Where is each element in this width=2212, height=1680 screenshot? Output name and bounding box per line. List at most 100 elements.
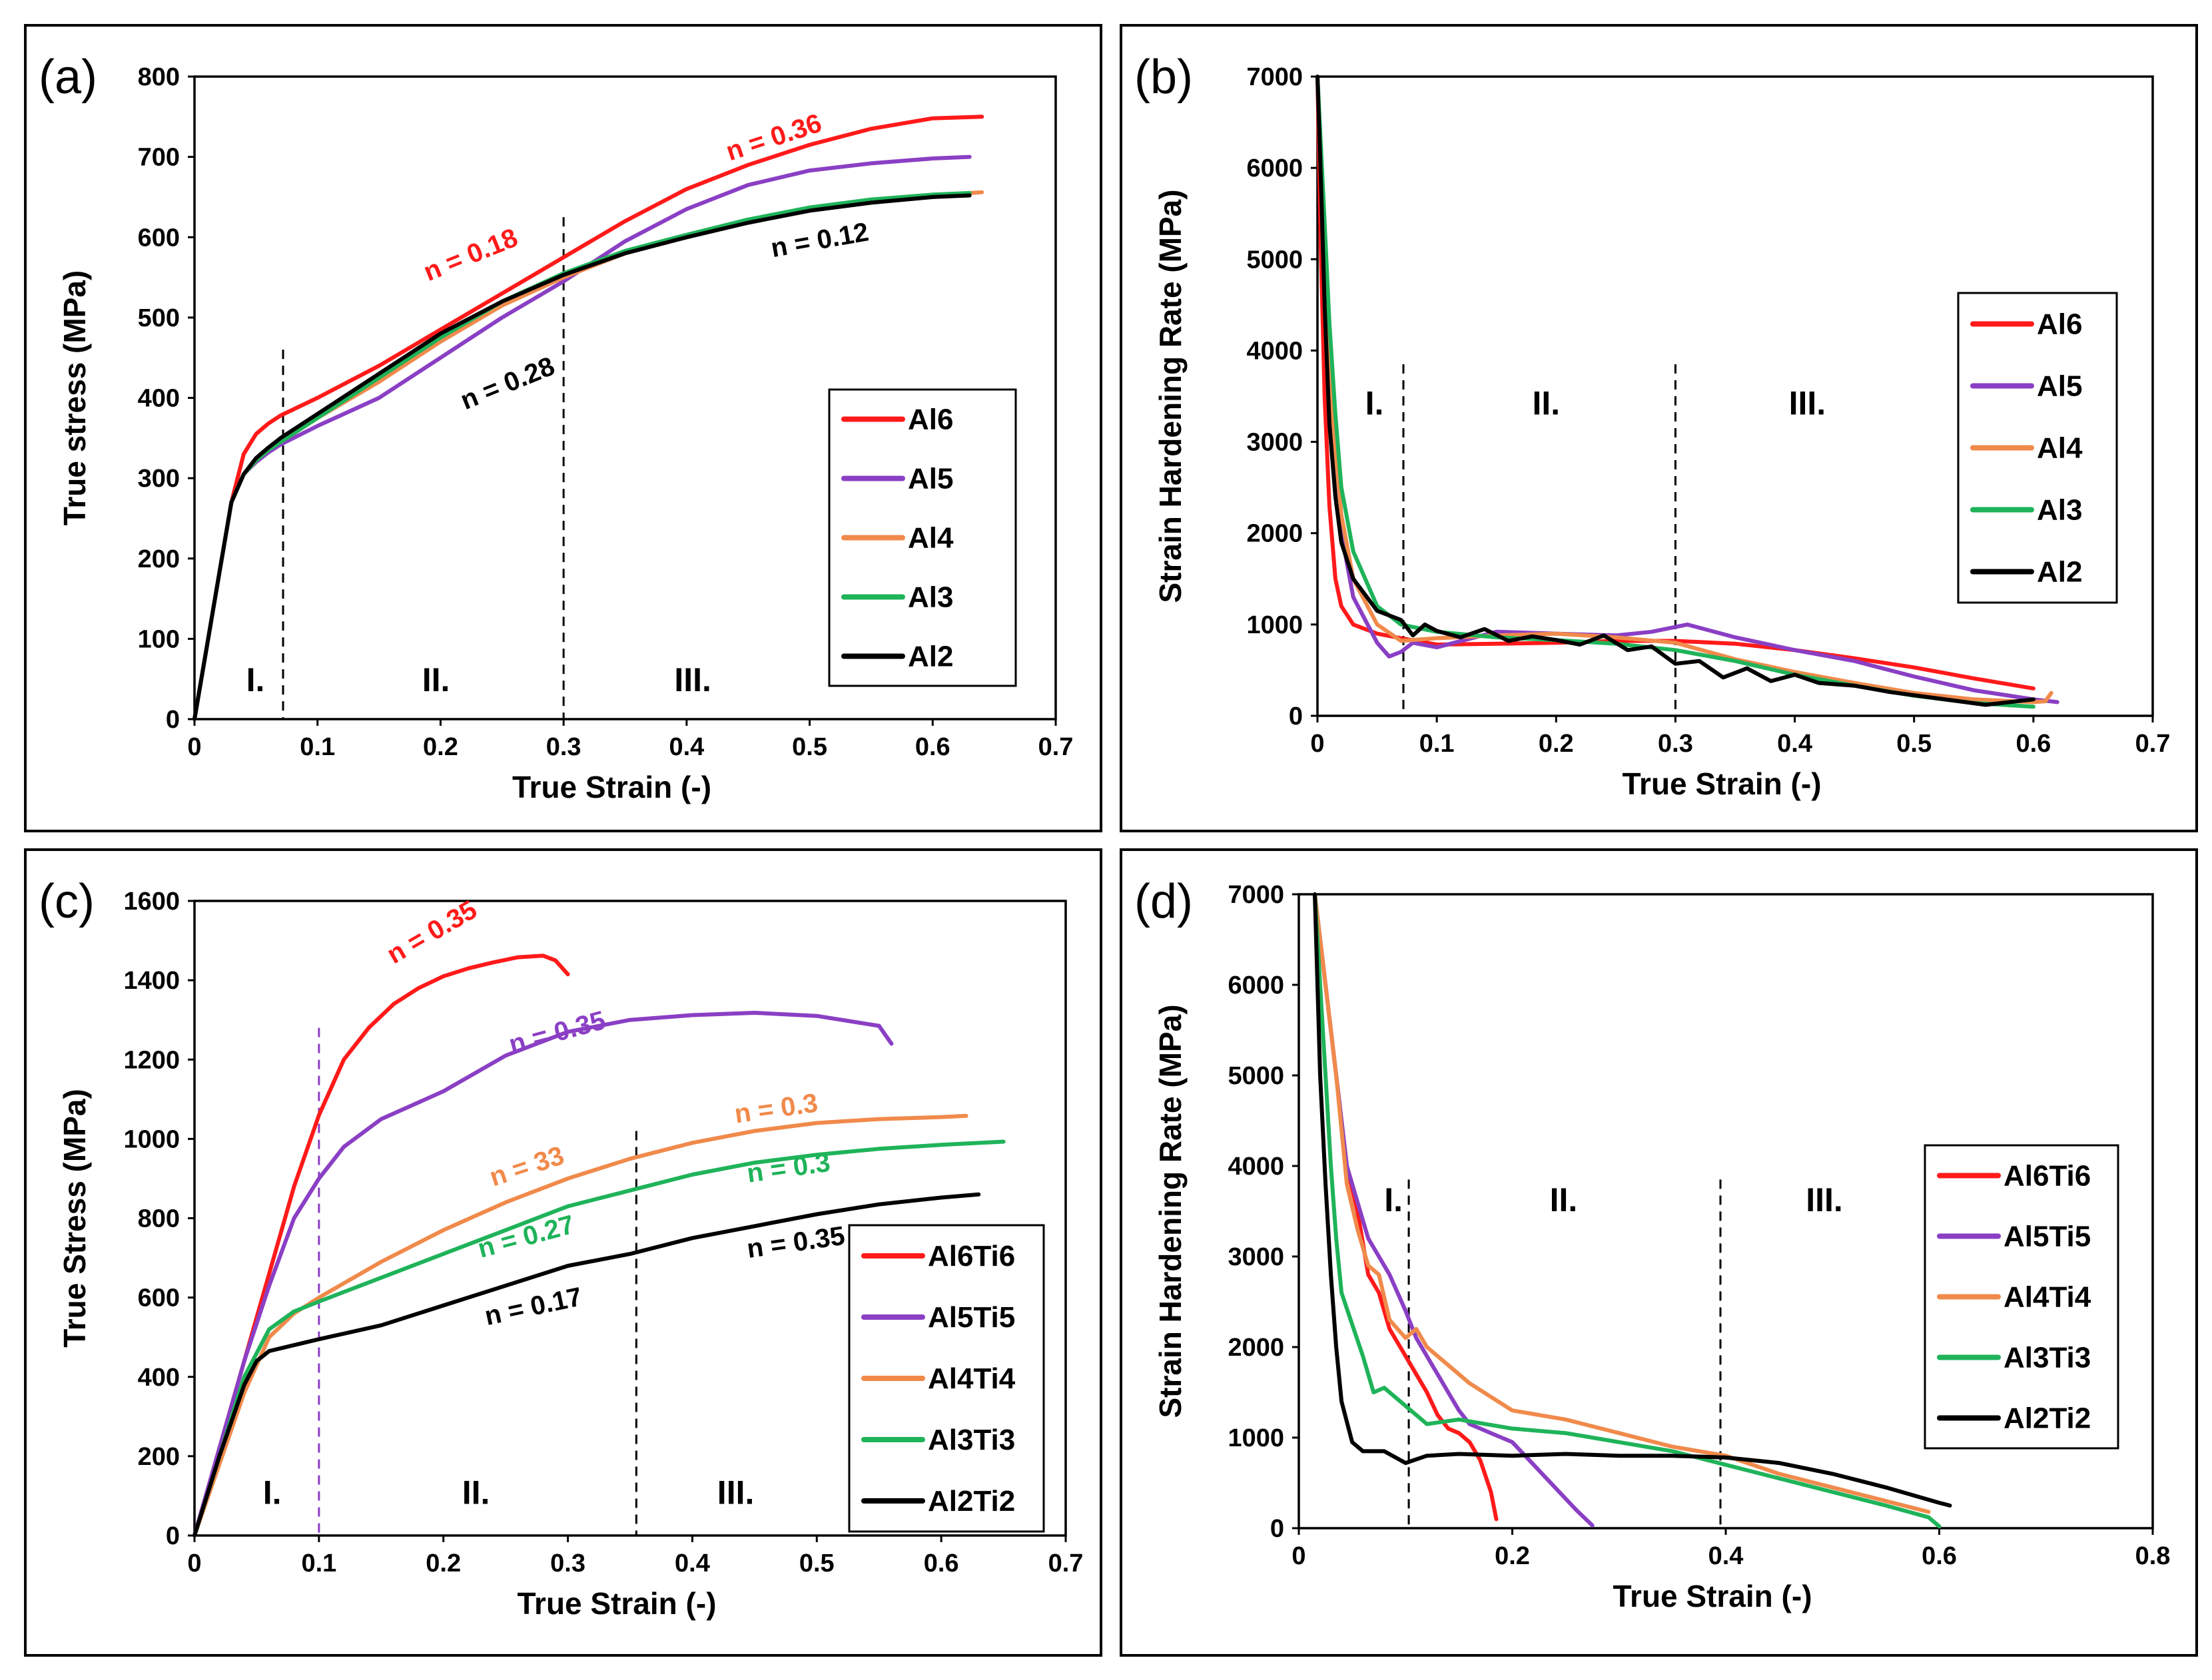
x-axis-title: True Strain (-) <box>512 770 711 804</box>
y-tick-label: 800 <box>138 63 180 91</box>
legend-label: Al2Ti2 <box>928 1485 1015 1518</box>
x-tick-label: 0.2 <box>1495 1542 1530 1570</box>
y-tick-label: 600 <box>138 1284 180 1312</box>
x-axis-title: True Strain (-) <box>1622 766 1821 801</box>
x-tick-label: 0.5 <box>799 1549 835 1577</box>
plot-area <box>1316 75 2154 717</box>
legend-label: Al6 <box>908 404 953 436</box>
legend-box <box>828 388 1017 687</box>
legend-label: Al6Ti6 <box>928 1240 1015 1272</box>
y-tick-label: 400 <box>138 385 180 413</box>
x-tick-label: 0.7 <box>2135 730 2171 758</box>
y-tick-label: 1000 <box>123 1125 180 1153</box>
legend-label: Al3Ti3 <box>2004 1342 2091 1374</box>
y-tick-label: 700 <box>138 144 180 172</box>
y-tick-label: 600 <box>138 224 180 252</box>
region-label: III. <box>717 1474 755 1511</box>
y-axis-title: True stress (MPa) <box>57 270 92 525</box>
panel-letter: (b) <box>1134 51 1193 104</box>
y-tick-label: 200 <box>138 1443 180 1471</box>
x-tick-label: 0.4 <box>1777 730 1812 758</box>
legend-label: Al5 <box>908 463 953 495</box>
series-line-al4 <box>1315 75 2053 704</box>
legend-label: Al4 <box>2037 432 2083 465</box>
legend-label: Al3Ti3 <box>928 1424 1015 1456</box>
panel-letter: (c) <box>39 875 95 928</box>
x-tick-label: 0.2 <box>426 1549 461 1577</box>
region-label: I. <box>246 661 265 699</box>
y-tick-label: 7000 <box>1246 63 1303 91</box>
y-tick-label: 100 <box>138 625 180 653</box>
legend-label: Al4Ti4 <box>2004 1281 2091 1314</box>
y-tick-label: 0 <box>1270 1515 1284 1543</box>
series-line-al2 <box>1315 75 2035 707</box>
region-label: II. <box>422 661 450 699</box>
legend: Al6Ti6 Al5Ti5 Al4Ti4 Al3Ti3 Al2Ti2 <box>1924 1144 2119 1450</box>
region-label: II. <box>1532 384 1560 421</box>
y-axis-title: True Stress (MPa) <box>57 1089 92 1348</box>
y-tick-label: 1200 <box>123 1046 180 1074</box>
series-line-al3ti3 <box>1313 892 1942 1529</box>
legend-label: Al2 <box>2037 556 2082 589</box>
y-tick-label: 500 <box>138 304 180 332</box>
series-line-al2 <box>192 193 972 721</box>
series-line-al2ti2 <box>1313 892 1952 1508</box>
x-tick-label: 0.7 <box>1038 733 1074 761</box>
legend-label: Al4 <box>908 522 954 555</box>
x-tick-label: 0.1 <box>300 733 335 761</box>
x-tick-label: 0.5 <box>1896 730 1932 758</box>
region-label: III. <box>1789 384 1826 421</box>
series-line-al5ti5 <box>192 1011 894 1538</box>
legend-label: Al5Ti5 <box>928 1301 1015 1334</box>
y-tick-label: 200 <box>138 545 180 573</box>
x-tick-label: 0.6 <box>915 733 950 761</box>
legend-label: Al2 <box>908 641 953 673</box>
y-tick-label: 2000 <box>1228 1334 1284 1362</box>
x-tick-label: 0.6 <box>2016 730 2051 758</box>
x-tick-label: 0.8 <box>2135 1542 2171 1570</box>
legend-label: Al4Ti4 <box>928 1362 1016 1395</box>
panel-c: (c) 0 0.1 0.2 0.3 0.4 0.5 0.6 0.7 0 200 400 600 800 10… <box>24 848 1102 1657</box>
region-label: III. <box>1806 1181 1843 1219</box>
y-tick-label: 6000 <box>1228 972 1284 999</box>
x-tick-label: 0.4 <box>1708 1542 1744 1570</box>
y-tick-label: 1600 <box>123 888 180 916</box>
y-tick-label: 4000 <box>1228 1153 1284 1181</box>
x-tick-label: 0.3 <box>546 733 581 761</box>
x-tick-label: 0.3 <box>1658 730 1693 758</box>
x-tick-label: 0.4 <box>669 733 704 761</box>
region-label: III. <box>674 661 711 699</box>
y-tick-label: 0 <box>166 1522 180 1550</box>
y-tick-label: 0 <box>166 706 180 734</box>
legend: Al6 Al5 Al4 Al3 Al2 <box>1957 292 2118 604</box>
series-line-al6 <box>1315 75 2035 691</box>
y-tick-label: 0 <box>1289 702 1303 730</box>
x-tick-label: 0.2 <box>423 733 458 761</box>
y-tick-label: 3000 <box>1228 1243 1284 1271</box>
y-axis-title: Strain Hardening Rate (MPa) <box>1153 1004 1188 1418</box>
x-tick-label: 0 <box>187 1549 201 1577</box>
x-tick-label: 0.3 <box>550 1549 585 1577</box>
y-tick-label: 800 <box>138 1205 180 1233</box>
x-axis-title: True Strain (-) <box>1613 1579 1812 1613</box>
x-tick-label: 0 <box>1310 730 1324 758</box>
series-line-al3ti3 <box>192 1139 1006 1538</box>
legend-label: Al2Ti2 <box>2004 1402 2091 1435</box>
legend-box <box>1924 1144 2119 1450</box>
region-label: II. <box>462 1474 490 1511</box>
series-line-al2ti2 <box>192 1192 981 1538</box>
x-tick-label: 0.6 <box>1922 1542 1957 1570</box>
y-tick-label: 300 <box>138 465 180 493</box>
x-tick-label: 0.1 <box>301 1549 336 1577</box>
y-tick-label: 5000 <box>1246 246 1303 274</box>
x-tick-label: 0.1 <box>1419 730 1455 758</box>
x-tick-label: 0 <box>187 733 201 761</box>
x-axis-title: True Strain (-) <box>517 1586 716 1621</box>
y-tick-label: 1000 <box>1228 1424 1284 1452</box>
legend-label: Al3 <box>2037 494 2082 527</box>
series-line-al4ti4 <box>1313 892 1931 1514</box>
panel-letter: (d) <box>1134 875 1193 928</box>
y-tick-label: 4000 <box>1246 337 1303 365</box>
y-tick-label: 3000 <box>1246 429 1303 457</box>
